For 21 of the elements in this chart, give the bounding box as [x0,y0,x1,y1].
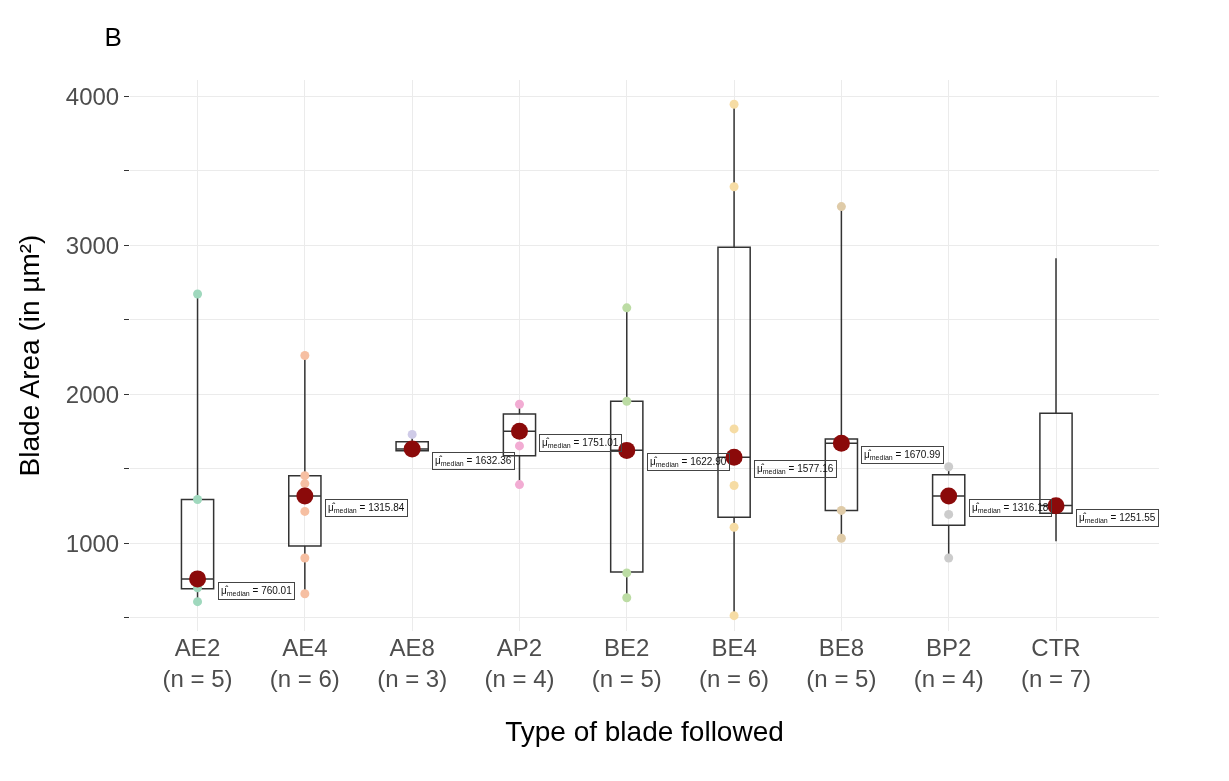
data-label: μ̂$_{median}$ = 1632.36 [435,455,512,468]
data-label: μ̂$_{median}$ = 1251.55 [1079,512,1156,525]
y-tick-label: 4000 [65,82,120,110]
x-tick-label: BP2 (n = 4) [913,634,984,693]
x-tick-label: AE2 (n = 5) [162,634,233,693]
data-label: μ̂$_{median}$ = 760.01 [221,585,293,598]
y-axis-title: Blade Area (in µm²) [13,234,45,477]
data-label: μ̂$_{median}$ = 1670.99 [864,449,941,462]
x-tick-label: AE4 (n = 6) [269,634,340,693]
data-label: μ̂$_{median}$ = 1315.84 [328,502,405,515]
y-tick-label: 1000 [65,529,120,557]
x-tick-label: CTR (n = 7) [1020,634,1092,693]
x-tick-label: BE8 (n = 5) [806,634,877,693]
x-tick-label: AP2 (n = 4) [484,634,555,693]
y-tick-label: 2000 [65,380,120,408]
x-tick-label: BE4 (n = 6) [699,634,770,693]
y-tick-label: 3000 [65,231,120,259]
x-tick-label: AE8 (n = 3) [377,634,448,693]
x-axis-title: Type of blade followed [505,716,784,748]
x-tick-label: BE2 (n = 5) [591,634,662,693]
chart-title: B [104,21,122,52]
